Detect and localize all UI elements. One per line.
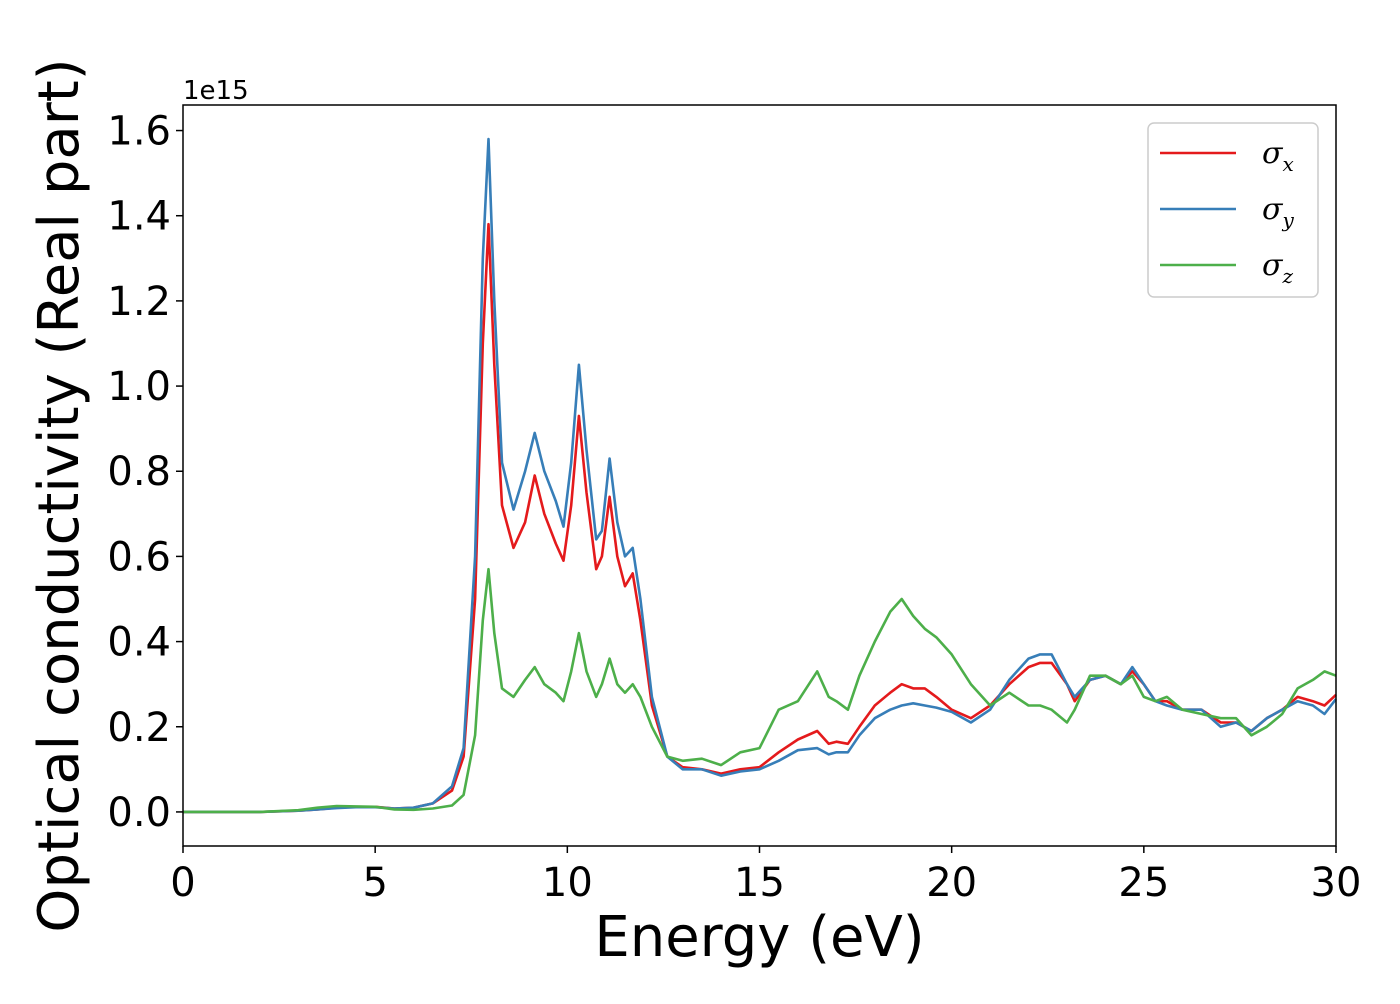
series-line-1 (183, 222, 1337, 814)
legend: σx σy σz (1147, 122, 1319, 298)
x-axis: 0 5 10 15 20 25 30 (170, 846, 1361, 906)
x-tick-label: 0 (170, 860, 195, 906)
y-offset-label: 1e15 (183, 76, 249, 106)
x-axis-title: Energy (eV) (594, 905, 924, 970)
x-tick-label: 5 (362, 860, 387, 906)
y-tick-label: 0.2 (107, 705, 171, 751)
y-tick-label: 1.4 (107, 194, 171, 240)
y-axis-title: Optical conductivity (Real part) (27, 58, 92, 932)
x-tick-label: 30 (1311, 860, 1362, 906)
y-tick-label: 1.0 (107, 364, 171, 410)
y-tick-label: 0.0 (107, 790, 171, 836)
legend-label: σy (1262, 192, 1294, 232)
legend-label: σz (1262, 248, 1293, 288)
x-tick-label: 20 (926, 860, 977, 906)
y-tick-label: 1.2 (107, 279, 171, 325)
x-tick-label: 25 (1118, 860, 1169, 906)
legend-label: σx (1262, 136, 1294, 176)
series-line-2 (183, 137, 1338, 814)
y-tick-label: 0.6 (107, 534, 171, 580)
y-axis: 0.0 0.2 0.4 0.6 0.8 1.0 1.2 1.4 1.6 (107, 109, 183, 836)
y-tick-label: 1.6 (107, 109, 171, 155)
series-line-3 (183, 567, 1337, 814)
series-layer (183, 137, 1338, 814)
x-tick-label: 10 (542, 860, 593, 906)
x-tick-label: 15 (734, 860, 785, 906)
y-tick-label: 0.8 (107, 449, 171, 495)
y-tick-label: 0.4 (107, 620, 171, 666)
